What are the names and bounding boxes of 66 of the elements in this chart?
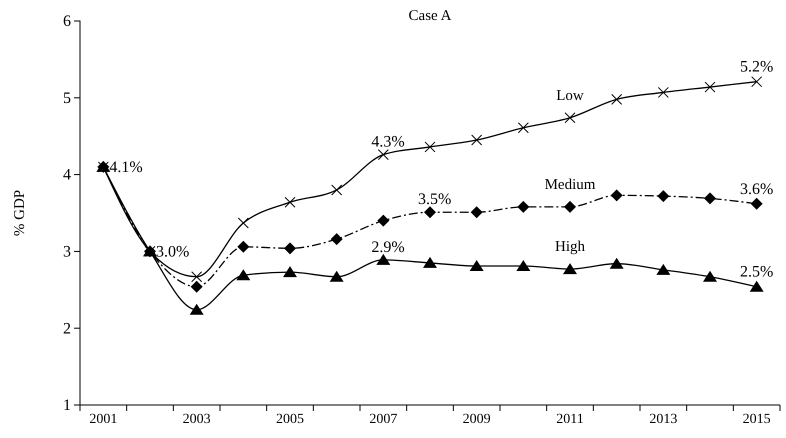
x-tick-label: 2009 xyxy=(462,412,491,427)
x-tick-label: 2015 xyxy=(742,412,771,427)
series-label: Low xyxy=(556,88,584,104)
point xyxy=(658,86,669,98)
point xyxy=(564,200,576,213)
point xyxy=(703,270,717,282)
point xyxy=(190,280,203,293)
y-tick-label: 4 xyxy=(63,166,71,184)
point xyxy=(470,206,483,218)
y-axis-title: % GDP xyxy=(12,190,28,236)
y-tick-label: 6 xyxy=(63,13,71,30)
series-label: Medium xyxy=(544,176,596,193)
x-tick-label: 2005 xyxy=(276,412,304,427)
x-tick-label: 2001 xyxy=(89,412,118,427)
point xyxy=(424,141,436,152)
point xyxy=(750,198,763,210)
point xyxy=(284,242,296,254)
y-tick-label: 5 xyxy=(63,90,71,107)
chart-title: Case A xyxy=(408,8,452,24)
x-tick-label: 2013 xyxy=(649,412,678,427)
point xyxy=(191,271,202,282)
point xyxy=(610,258,624,269)
point xyxy=(423,256,437,268)
y-tick-label: 3 xyxy=(63,244,71,261)
point xyxy=(610,189,623,202)
point xyxy=(611,94,622,105)
point xyxy=(331,184,342,196)
data-label: 2.9% xyxy=(371,238,405,256)
y-tick-label: 1 xyxy=(63,397,71,414)
data-label: 2.5% xyxy=(740,264,774,281)
point xyxy=(704,82,716,93)
point xyxy=(236,269,250,280)
point xyxy=(377,214,390,227)
point xyxy=(376,254,390,265)
point xyxy=(330,233,343,246)
point xyxy=(657,190,670,202)
point xyxy=(283,266,297,278)
point xyxy=(704,192,716,204)
y-tick-label: 2 xyxy=(63,320,71,338)
point xyxy=(517,200,530,213)
x-tick-label: 2003 xyxy=(182,412,211,427)
x-tick-label: 2011 xyxy=(556,412,584,427)
data-label: 3.6% xyxy=(740,180,774,198)
point xyxy=(470,260,484,271)
point xyxy=(424,206,436,218)
point xyxy=(656,264,670,275)
data-label: 4.3% xyxy=(371,134,405,151)
point xyxy=(238,217,249,228)
point xyxy=(750,280,764,292)
point xyxy=(330,270,344,282)
point xyxy=(378,149,389,160)
data-label: 3.5% xyxy=(418,191,452,208)
series-label: High xyxy=(555,239,586,256)
point xyxy=(471,134,482,146)
point xyxy=(516,260,530,271)
point xyxy=(237,240,250,253)
data-label: 4.1% xyxy=(109,158,143,176)
point xyxy=(190,304,204,315)
point xyxy=(564,112,576,124)
data-label: 5.2% xyxy=(740,58,774,76)
point xyxy=(284,196,296,208)
point xyxy=(751,76,762,88)
x-tick-label: 2007 xyxy=(369,412,398,427)
point xyxy=(563,263,577,274)
point xyxy=(518,122,529,134)
data-label: 3.0% xyxy=(156,243,190,260)
